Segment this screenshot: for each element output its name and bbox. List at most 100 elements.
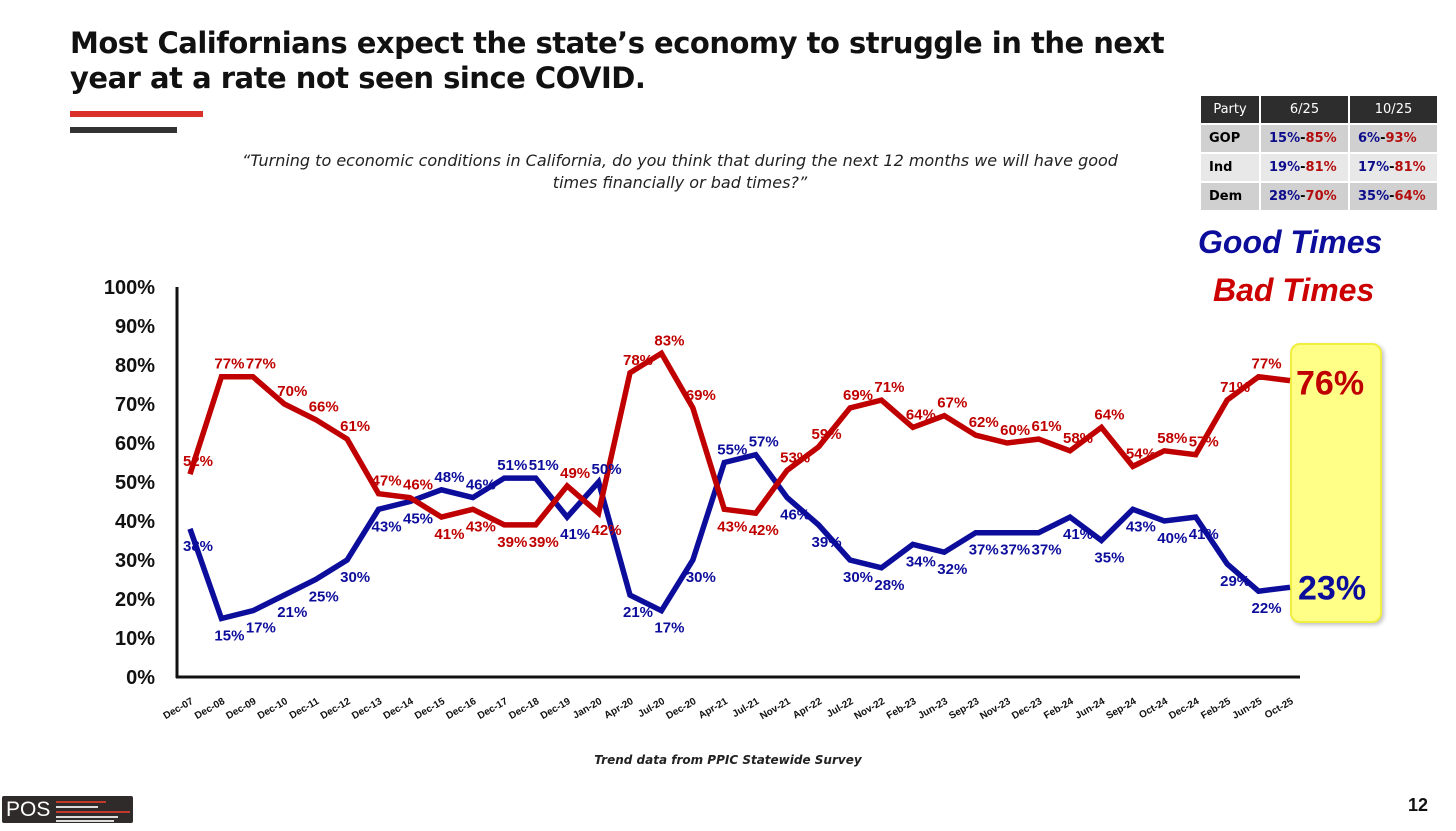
latest-bad-label: 76% [1296, 365, 1364, 403]
y-tick-label: 20% [115, 589, 155, 611]
party-breakdown-table: Party 6/25 10/25 GOP 15%-85% 6%-93% Ind … [1199, 94, 1439, 212]
good-data-label: 25% [309, 589, 339, 606]
bad-data-label: 66% [309, 399, 339, 416]
bad-data-label: 57% [1189, 434, 1219, 451]
y-tick-label: 40% [115, 511, 155, 533]
x-tick-label: Dec-14 [382, 696, 416, 722]
party-name: Ind [1201, 154, 1259, 181]
good-data-label: 37% [1000, 542, 1030, 559]
good-data-label: 41% [1189, 526, 1219, 543]
good-value: 19% [1269, 160, 1301, 175]
table-header: 6/25 [1261, 96, 1348, 123]
x-tick-label: Jun-24 [1074, 696, 1108, 722]
x-tick-label: Dec-16 [444, 696, 478, 722]
bad-data-label: 42% [592, 522, 622, 539]
good-data-label: 39% [812, 534, 842, 551]
good-data-label: 51% [497, 457, 527, 474]
good-data-label: 51% [529, 457, 559, 474]
title-accent-dark [70, 127, 177, 133]
jun-value: 19%-81% [1261, 154, 1348, 181]
bad-data-label: 71% [874, 379, 904, 396]
y-tick-label: 80% [115, 355, 155, 377]
x-tick-label: Nov-22 [853, 696, 888, 722]
x-tick-label: Dec-08 [193, 696, 227, 722]
good-value: 17% [1358, 160, 1390, 175]
bad-data-label: 61% [1032, 418, 1062, 435]
bad-data-label: 60% [1000, 422, 1030, 439]
x-tick-label: Dec-09 [224, 696, 258, 722]
y-tick-label: 60% [115, 433, 155, 455]
survey-question: “Turning to economic conditions in Calif… [242, 151, 1118, 192]
source-note: Trend data from PPIC Statewide Survey [594, 753, 862, 767]
x-tick-label: Apr-21 [697, 696, 730, 722]
x-tick-label: Jun-23 [916, 696, 950, 722]
good-data-label: 30% [686, 569, 716, 586]
good-data-label: 50% [592, 461, 622, 478]
good-data-label: 57% [749, 434, 779, 451]
x-tick-label: Apr-22 [791, 696, 824, 722]
bad-data-label: 69% [686, 387, 716, 404]
jun-value: 28%-70% [1261, 183, 1348, 210]
good-data-label: 21% [277, 604, 307, 621]
x-tick-label: Dec-07 [162, 696, 196, 722]
good-data-label: 40% [1157, 530, 1187, 547]
bad-data-label: 41% [434, 526, 464, 543]
x-tick-label: Jul-22 [825, 696, 856, 720]
bad-data-label: 61% [340, 418, 370, 435]
y-tick-label: 10% [115, 628, 155, 650]
y-tick-label: 50% [115, 472, 155, 494]
good-data-label: 43% [1126, 518, 1156, 535]
oct-value: 6%-93% [1350, 125, 1437, 152]
good-value: 6% [1358, 131, 1381, 146]
latest-good-label: 23% [1298, 569, 1366, 607]
x-tick-label: Feb-23 [885, 696, 919, 722]
bad-data-label: 77% [246, 356, 276, 373]
logo-text: POS [6, 798, 51, 821]
good-data-label: 15% [214, 628, 244, 645]
x-tick-label: Feb-25 [1199, 696, 1233, 722]
page-number: 12 [1407, 795, 1428, 815]
title-accent-red [70, 111, 203, 117]
bad-data-label: 64% [1094, 406, 1124, 423]
good-data-label: 37% [969, 542, 999, 559]
good-data-label: 17% [246, 620, 276, 637]
bad-data-label: 53% [780, 449, 810, 466]
good-data-label: 32% [937, 561, 967, 578]
legend-bad-times: Bad Times [1213, 272, 1375, 308]
party-name: Dem [1201, 183, 1259, 210]
good-data-label: 45% [403, 511, 433, 528]
oct-value: 17%-81% [1350, 154, 1437, 181]
legend-good-times: Good Times [1198, 224, 1383, 260]
bad-value: 81% [1394, 160, 1426, 175]
table-row: GOP 15%-85% 6%-93% [1201, 125, 1437, 152]
bad-data-label: 58% [1157, 430, 1187, 447]
x-tick-label: Dec-17 [476, 696, 510, 722]
y-tick-label: 0% [126, 667, 155, 689]
x-tick-label: Oct-24 [1137, 696, 1170, 721]
table-row: Ind 19%-81% 17%-81% [1201, 154, 1437, 181]
good-data-label: 55% [717, 442, 747, 459]
y-tick-label: 30% [115, 550, 155, 572]
bad-data-label: 71% [1220, 379, 1250, 396]
x-tick-label: Feb-24 [1042, 696, 1076, 722]
x-tick-label: Jul-21 [731, 696, 762, 720]
x-tick-label: Dec-20 [664, 696, 698, 722]
good-data-label: 34% [906, 553, 936, 570]
bad-value: 85% [1305, 131, 1337, 146]
x-tick-label: Dec-24 [1167, 696, 1201, 722]
bad-data-label: 77% [214, 356, 244, 373]
x-tick-label: Dec-23 [1010, 696, 1044, 722]
good-data-label: 30% [843, 569, 873, 586]
bad-data-label: 49% [560, 465, 590, 482]
good-value: 35% [1358, 189, 1390, 204]
table-header: 10/25 [1350, 96, 1437, 123]
good-data-label: 30% [340, 569, 370, 586]
latest-highlight-box [1290, 343, 1382, 623]
good-data-label: 48% [434, 469, 464, 486]
bad-data-label: 42% [749, 522, 779, 539]
good-data-label: 21% [623, 604, 653, 621]
bad-data-label: 59% [812, 426, 842, 443]
bad-data-label: 39% [497, 534, 527, 551]
bad-data-label: 43% [717, 518, 747, 535]
